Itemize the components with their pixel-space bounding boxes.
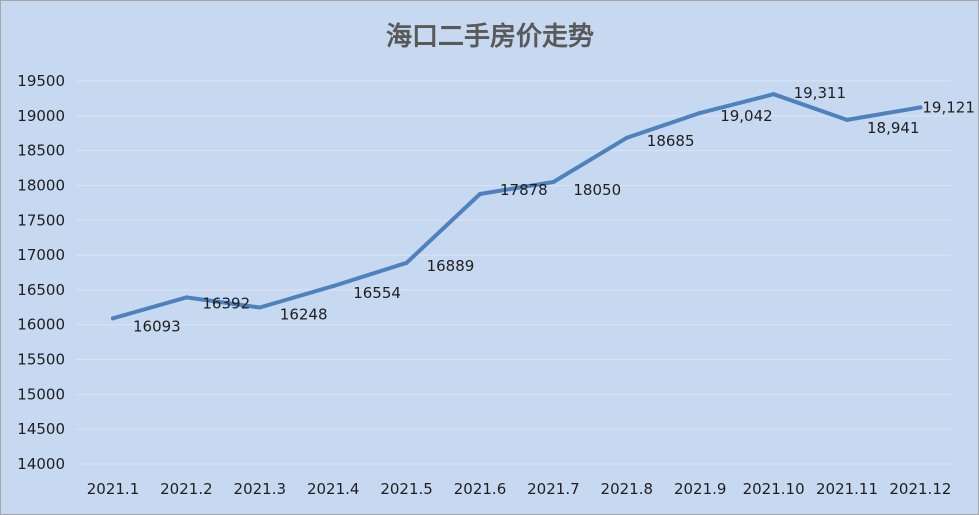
x-tick-label: 2021.5	[380, 480, 433, 498]
y-tick-label: 14500	[17, 420, 65, 438]
y-tick-label: 15500	[17, 351, 65, 369]
x-tick-label: 2021.10	[743, 480, 805, 498]
series-group	[111, 92, 923, 321]
data-label: 19,042	[720, 107, 773, 125]
x-tick-label: 2021.12	[889, 480, 951, 498]
data-point	[551, 179, 556, 184]
data-label: 16093	[133, 317, 181, 335]
data-label: 19,121	[922, 98, 975, 116]
y-tick-label: 16000	[17, 316, 65, 334]
gridlines	[77, 80, 951, 465]
data-point	[478, 191, 482, 196]
data-point	[624, 135, 629, 140]
data-label: 16554	[353, 284, 401, 302]
data-label: 18685	[647, 132, 695, 150]
data-label: 19,311	[794, 84, 847, 102]
data-point	[918, 105, 923, 110]
y-tick-label: 14000	[17, 455, 65, 473]
data-point	[771, 92, 776, 97]
y-tick-label: 19000	[17, 107, 65, 125]
y-tick-label: 18000	[17, 176, 65, 194]
x-tick-label: 2021.9	[674, 480, 727, 498]
data-point	[257, 305, 262, 310]
x-tick-label: 2021.3	[234, 480, 287, 498]
data-label: 16248	[280, 305, 328, 323]
data-label: 16392	[202, 294, 250, 312]
x-axis-ticks: 2021.1 2021.2 2021.3 2021.4 2021.5 2021.6 2021…	[87, 480, 952, 498]
data-label: 18,941	[867, 119, 920, 137]
data-label: 18050	[573, 181, 621, 199]
data-label: 16889	[427, 257, 475, 275]
y-tick-label: 19500	[17, 72, 65, 90]
data-point	[331, 284, 336, 289]
y-tick-label: 18500	[17, 142, 65, 160]
y-tick-label: 17000	[17, 246, 65, 264]
chart-title: 海口二手房价走势	[386, 22, 594, 52]
y-axis-ticks: 14000 14500 15000 15500 16000 16500 17000 17500…	[17, 72, 65, 473]
data-point	[698, 110, 703, 115]
data-label: 17878	[500, 181, 548, 199]
data-point	[404, 260, 409, 265]
x-tick-label: 2021.7	[527, 480, 580, 498]
series-line-0	[111, 92, 923, 321]
x-tick-label: 2021.2	[160, 480, 213, 498]
data-labels: 16093 16392 16248 16554 16889 17878 18050 18685…	[133, 84, 975, 335]
x-tick-label: 2021.11	[816, 480, 878, 498]
y-tick-label: 15000	[17, 385, 65, 403]
data-point	[184, 295, 189, 300]
x-tick-label: 2021.4	[307, 480, 360, 498]
x-tick-label: 2021.1	[87, 480, 140, 498]
y-tick-label: 17500	[17, 211, 65, 229]
y-tick-label: 16500	[17, 281, 65, 299]
x-tick-label: 2021.8	[601, 480, 654, 498]
x-tick-label: 2021.6	[454, 480, 507, 498]
data-point	[111, 316, 115, 321]
data-point	[845, 117, 849, 122]
